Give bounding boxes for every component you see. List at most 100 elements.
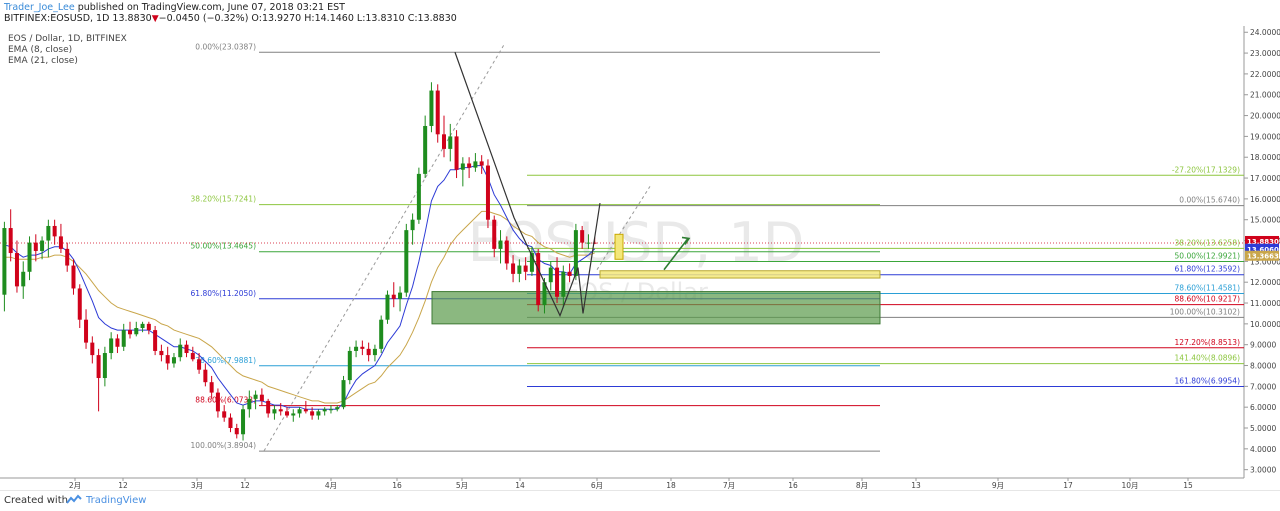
candle-body (102, 353, 107, 379)
candle (398, 286, 403, 312)
candle (511, 255, 516, 283)
candle (102, 346, 107, 387)
candle-body (171, 357, 176, 364)
candle (555, 257, 560, 304)
candle (429, 82, 434, 133)
time-tick-label: 2月 (69, 481, 81, 490)
candle-body (234, 428, 239, 435)
tradingview-brand[interactable]: TradingView (86, 495, 147, 506)
candle (567, 263, 572, 283)
candle (542, 278, 547, 314)
candle-body (278, 409, 283, 412)
fib-left-label: 100.00%(3.8904) (191, 441, 257, 450)
price-tick-label: 11.0000 (1250, 299, 1280, 308)
price-tick-label: 4.0000 (1250, 445, 1276, 454)
candle-body (134, 328, 139, 335)
candle-body (523, 265, 528, 272)
candle-body (360, 346, 365, 349)
candle-body (90, 342, 95, 356)
arrow-head-icon (681, 236, 691, 245)
fib-right-label: 61.80%(12.3592) (1175, 265, 1241, 274)
price-tick-label: 17.0000 (1250, 174, 1280, 183)
time-tick-label: 16 (788, 481, 798, 490)
candle (65, 242, 70, 272)
chart-legend: EOS / Dollar, 1D, BITFINEX EMA (8, close… (8, 34, 127, 67)
candle (536, 248, 541, 312)
projection-arrow (663, 237, 689, 271)
time-tick-label: 4月 (325, 481, 337, 490)
candle (586, 234, 591, 249)
candle (460, 157, 465, 187)
candle (354, 340, 359, 358)
candle (366, 342, 371, 362)
time-tick-label: 6月 (591, 481, 603, 490)
candle-body (52, 225, 57, 237)
candle (128, 321, 132, 339)
fib-right-label: 127.20%(8.8513) (1175, 338, 1241, 347)
candle (347, 346, 352, 385)
candle-body (197, 359, 202, 370)
candle-body (328, 409, 333, 411)
candle-body (40, 240, 45, 251)
candle (410, 213, 415, 245)
ema8-tag: 13.6060 (1245, 243, 1279, 254)
candle-body (586, 242, 591, 244)
candle (14, 240, 19, 293)
candle (523, 257, 528, 281)
candle (272, 405, 277, 420)
candle (140, 321, 145, 333)
candle (435, 84, 440, 143)
candle (153, 325, 158, 356)
author-link[interactable]: Trader_Joe_Lee (4, 2, 75, 13)
candle (266, 398, 271, 418)
candle-body (65, 248, 70, 266)
candle-body (555, 267, 560, 297)
candle-body (492, 219, 497, 249)
candle-body (536, 253, 541, 306)
candle-body (215, 392, 220, 412)
candle-body (316, 411, 321, 416)
time-tick-label: 3月 (191, 481, 203, 490)
candle-body (222, 411, 227, 418)
price-tick-label: 19.0000 (1250, 132, 1280, 141)
chart-header: Trader_Joe_Lee published on TradingView.… (0, 0, 1280, 26)
price-chart[interactable]: 3.0000 4.0000 5.0000 6.0000 7.0000 8.0000 9.00… (0, 26, 1280, 490)
trend-line-dashed-2 (596, 186, 651, 270)
candle-body (184, 344, 189, 354)
candle (247, 390, 252, 418)
candle-body (71, 265, 76, 289)
candle-body (203, 369, 208, 383)
price-tick-label: 15.0000 (1250, 216, 1280, 225)
candle-body (391, 294, 396, 299)
candle (40, 236, 45, 260)
candle-body (146, 323, 151, 331)
fib-left-label: 38.20%(15.7241) (191, 195, 257, 204)
chart-frame[interactable]: 3.0000 4.0000 5.0000 6.0000 7.0000 8.0000 9.00… (0, 26, 1280, 490)
candle-body (460, 163, 465, 170)
ema21-line (4, 210, 595, 404)
candle (228, 413, 233, 433)
time-tick-label: 7月 (723, 481, 735, 490)
fib-right-label: 78.60%(11.4581) (1175, 283, 1241, 292)
candle-body (159, 350, 164, 356)
candle-body (479, 161, 484, 166)
candle-body (322, 409, 327, 412)
candle (8, 209, 13, 262)
candle-body (121, 330, 126, 347)
price-tick-label: 13.0000 (1250, 257, 1280, 266)
candle (21, 261, 26, 299)
retest-zone (599, 270, 881, 279)
time-tick-label: 9月 (992, 481, 1004, 490)
candle-body (209, 382, 214, 393)
candle (203, 363, 208, 387)
candle-body (8, 228, 13, 254)
candle-body (2, 228, 7, 295)
candle (561, 265, 566, 308)
fib-left-label: 61.80%(11.2050) (191, 289, 257, 298)
candle (467, 157, 472, 179)
candle (291, 409, 296, 422)
candle-body (228, 417, 233, 429)
candle-body (423, 125, 428, 174)
candle (121, 323, 126, 351)
